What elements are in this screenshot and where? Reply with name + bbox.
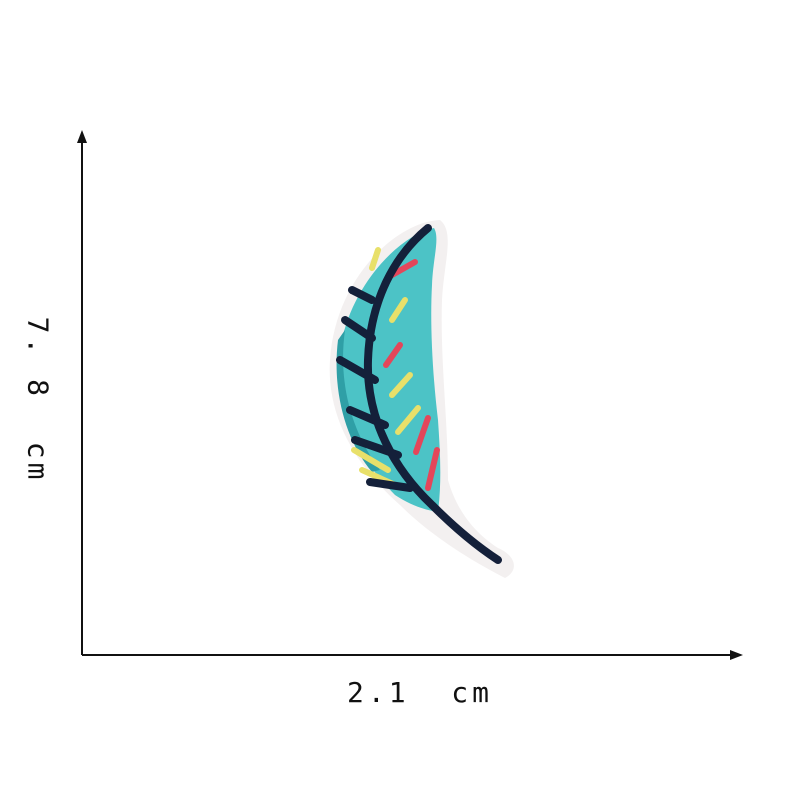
feather-quill [363, 224, 502, 564]
horizontal-axis-arrowhead [730, 650, 743, 660]
height-dimension-label: 7. 8 cm [21, 316, 55, 484]
feather-patch-image [329, 220, 514, 578]
red-stripes [383, 259, 440, 491]
vertical-axis-arrowhead [77, 130, 87, 143]
width-dimension-label: 2.1 cm [346, 676, 493, 709]
